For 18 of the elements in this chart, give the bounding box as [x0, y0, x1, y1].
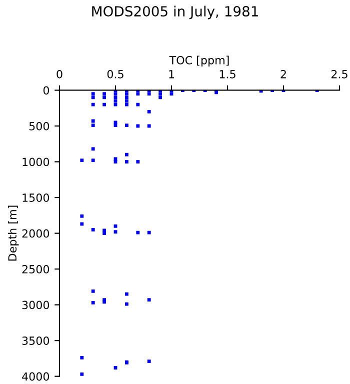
y-tick-label: 2000	[22, 229, 50, 238]
x-tick-label: 1	[169, 70, 174, 78]
x-tick-label: 0.5	[107, 70, 124, 78]
y-tick-label: 3500	[22, 336, 50, 345]
y-tick-label: 0	[43, 86, 50, 95]
y-tick-label: 4000	[22, 372, 50, 381]
x-tick-label: 2	[280, 70, 286, 78]
x-tick-label: 0	[56, 70, 62, 78]
x-tick-label: 2.5	[331, 70, 348, 78]
y-tick-label: 3000	[22, 300, 50, 310]
y-tick-label: 1500	[22, 193, 50, 202]
chart-title: MODS2005 in July, 1981	[92, 6, 258, 20]
y-tick-label: 500	[29, 122, 50, 130]
y-axis-title: Depth [m]	[8, 206, 19, 261]
x-tick-label: 1.5	[220, 70, 236, 78]
y-tick-label: 2500	[22, 265, 50, 274]
y-tick-label: 1000	[22, 158, 50, 166]
x-axis-title: TOC [ppm]	[169, 56, 229, 67]
